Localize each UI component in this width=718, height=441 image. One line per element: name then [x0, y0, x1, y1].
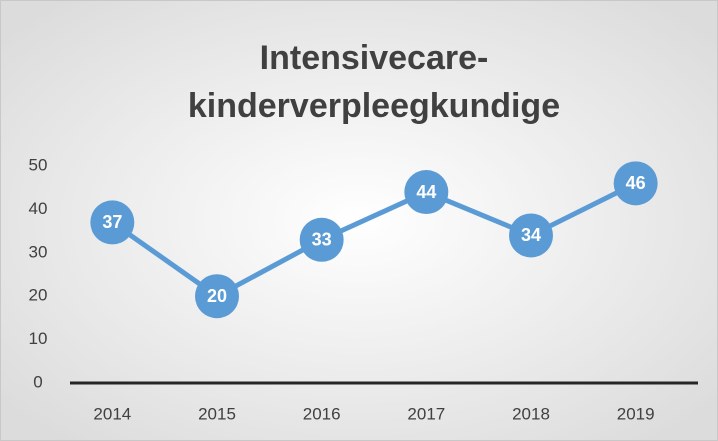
y-tick-label: 30: [29, 242, 48, 261]
marker: [404, 170, 449, 215]
x-tick-label: 2014: [93, 404, 131, 423]
data-label: 37: [102, 212, 122, 232]
x-tick-label: 2015: [198, 404, 236, 423]
x-tick-label: 2017: [407, 404, 445, 423]
x-tick-label: 2016: [303, 404, 341, 423]
y-tick-label: 0: [33, 372, 42, 391]
marker: [613, 161, 658, 206]
marker: [90, 200, 135, 245]
data-label: 44: [416, 182, 436, 202]
data-label: 34: [521, 225, 541, 245]
x-tick-label: 2018: [512, 404, 550, 423]
y-tick-label: 10: [29, 329, 48, 348]
data-label: 20: [207, 286, 227, 306]
chart-title: Intensivecare-: [260, 39, 489, 77]
marker: [509, 213, 553, 258]
data-label: 46: [626, 173, 646, 193]
y-tick-label: 50: [29, 155, 48, 174]
chart-title: kinderverpleegkundige: [188, 87, 560, 125]
y-tick-label: 40: [29, 199, 48, 218]
marker: [299, 217, 344, 262]
data-label: 33: [312, 230, 332, 250]
y-tick-label: 20: [29, 286, 48, 305]
x-tick-label: 2019: [617, 404, 655, 423]
marker: [195, 274, 239, 319]
